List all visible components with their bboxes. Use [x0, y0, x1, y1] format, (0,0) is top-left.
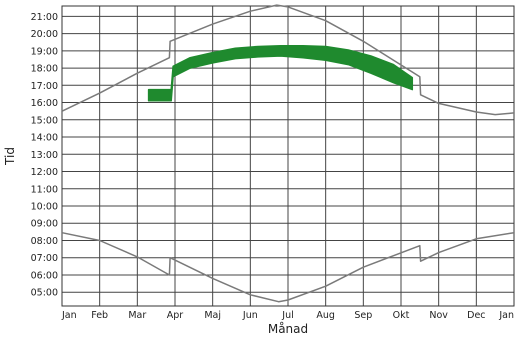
y-tick-label: 14:00 [31, 133, 58, 144]
y-tick-label: 17:00 [31, 81, 58, 92]
x-tick-label: Jan [498, 310, 514, 321]
y-tick-label: 16:00 [31, 98, 58, 109]
y-tick-label: 21:00 [31, 12, 58, 23]
y-tick-label: 13:00 [31, 150, 58, 161]
y-tick-label: 05:00 [31, 288, 58, 299]
y-tick-label: 10:00 [31, 202, 58, 213]
y-tick-label: 18:00 [31, 64, 58, 75]
x-tick-label: Nov [429, 310, 448, 321]
y-tick-label: 09:00 [31, 219, 58, 230]
x-tick-label: Mar [128, 310, 146, 321]
y-tick-labels: 05:00 06:00 07:00 08:00 09:00 10:00 11:00 12:00… [31, 12, 58, 299]
x-tick-label: Apr [167, 310, 184, 321]
x-tick-label: Jun [242, 310, 258, 321]
y-tick-label: 07:00 [31, 253, 58, 264]
x-tick-label: Dec [467, 310, 485, 321]
y-tick-label: 15:00 [31, 115, 58, 126]
sunrise-line [61, 231, 515, 303]
x-tick-label: Jan [61, 310, 77, 321]
x-axis-title: Månad [268, 322, 308, 336]
plot-border [61, 5, 515, 307]
y-tick-label: 08:00 [31, 236, 58, 247]
x-tick-label: Sep [354, 310, 372, 321]
y-tick-label: 20:00 [31, 29, 58, 40]
y-tick-label: 06:00 [31, 270, 58, 281]
x-tick-labels: Jan Feb Mar Apr Maj Jun Jul Aug Sep Okt Nov Dec Jan [61, 310, 514, 321]
x-tick-label: Feb [91, 310, 108, 321]
x-tick-label: Jul [281, 310, 293, 321]
highlight-band [147, 44, 414, 102]
y-tick-label: 11:00 [31, 184, 58, 195]
highlight-band-layer [147, 44, 414, 102]
lines-layer [61, 4, 515, 303]
x-tick-label: Aug [316, 310, 335, 321]
y-tick-label: 12:00 [31, 167, 58, 178]
y-axis-title: Tid [3, 147, 17, 166]
sunset-line [61, 4, 515, 116]
x-tick-label: Maj [204, 310, 221, 321]
y-tick-label: 19:00 [31, 46, 58, 57]
x-tick-label: Okt [393, 310, 410, 321]
